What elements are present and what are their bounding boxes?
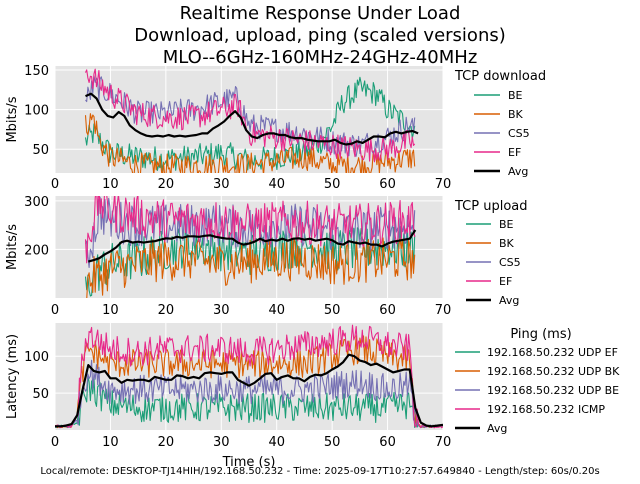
legend-label: BE (508, 89, 523, 102)
legend-label: Avg (508, 165, 528, 178)
series-line-bk (84, 113, 416, 173)
panel-1: 0 10 20 30 40 50 60 70 50 100 150 Mbits/s TCP downlo… (5, 64, 546, 192)
series-line-bk (86, 237, 416, 298)
series-line-cs5 (85, 196, 416, 268)
x-tick-label: 30 (213, 435, 230, 450)
series-line-cs5 (85, 75, 416, 157)
series-line-avg (55, 353, 443, 428)
x-tick-label: 50 (324, 177, 341, 192)
x-tick-label: 0 (51, 303, 59, 318)
y-axis-label: Latency (ms) (5, 334, 20, 419)
y-tick-label: 100 (24, 350, 49, 365)
series-line-avg (88, 229, 417, 263)
x-tick-label: 0 (51, 435, 59, 450)
y-tick-label: 300 (24, 195, 49, 210)
series-line-192-168-50-232-udp-be (55, 359, 443, 429)
series-line-be (84, 225, 416, 297)
x-tick-label: 50 (324, 435, 341, 450)
x-tick-label: 0 (51, 177, 59, 192)
legend: TCP download BE BK CS5 EF Avg (454, 69, 546, 178)
y-tick-label: 200 (24, 243, 49, 258)
x-tick-label: 20 (158, 177, 175, 192)
series-line-ef (84, 68, 416, 163)
legend-label: EF (508, 146, 521, 159)
x-tick-label: 20 (158, 435, 175, 450)
legend-label: 192.168.50.232 UDP EF (487, 346, 618, 359)
x-tick-label: 60 (379, 177, 396, 192)
legend-title: Ping (ms) (510, 327, 571, 342)
legend-label: Avg (487, 422, 507, 435)
y-axis-label: Mbits/s (5, 96, 20, 142)
legend-label: BE (499, 218, 514, 231)
x-tick-label: 40 (268, 435, 285, 450)
y-tick-label: 50 (32, 387, 49, 402)
series-line-192-168-50-232-icmp (55, 324, 443, 429)
chart-title-line3: MLO--6GHz-160MHz-24GHz-40MHz (163, 47, 478, 68)
y-tick-label: 150 (24, 64, 49, 79)
chart-title-line1: Realtime Response Under Load (180, 3, 461, 24)
x-tick-label: 10 (102, 435, 119, 450)
x-tick-label: 70 (435, 177, 452, 192)
x-tick-label: 10 (102, 177, 119, 192)
x-tick-label: 60 (379, 303, 396, 318)
legend-label: 192.168.50.232 UDP BE (487, 384, 619, 397)
x-tick-label: 10 (102, 303, 119, 318)
x-tick-label: 40 (268, 177, 285, 192)
legend-title: TCP upload (454, 199, 528, 214)
x-tick-label: 70 (435, 435, 452, 450)
legend-label: BK (499, 237, 515, 250)
legend-label: 192.168.50.232 UDP BK (487, 365, 620, 378)
x-tick-label: 50 (324, 303, 341, 318)
series-group (84, 196, 417, 298)
legend: TCP upload BE BK CS5 EF Avg (454, 199, 528, 307)
x-tick-label: 20 (158, 303, 175, 318)
legend-label: CS5 (499, 256, 521, 269)
legend-label: Avg (499, 294, 519, 307)
series-group (55, 324, 443, 429)
legend-label: 192.168.50.232 ICMP (487, 403, 605, 416)
legend-label: BK (508, 108, 524, 121)
x-tick-label: 40 (268, 303, 285, 318)
x-tick-label: 70 (435, 303, 452, 318)
series-line-avg (85, 92, 419, 146)
series-group (84, 68, 419, 173)
footer-text: Local/remote: DESKTOP-TJ14HIH/192.168.50… (40, 466, 599, 477)
legend-label: CS5 (508, 127, 530, 140)
x-tick-label: 30 (213, 177, 230, 192)
x-tick-label: 30 (213, 303, 230, 318)
series-line-ef (84, 196, 416, 264)
panel-2: 0 10 20 30 40 50 60 70 200 300 Mbits/s TCP upload BE… (5, 195, 528, 318)
legend: Ping (ms) 192.168.50.232 UDP EF 192.168.50… (455, 327, 620, 435)
legend-label: EF (499, 275, 512, 288)
y-tick-label: 50 (32, 143, 49, 158)
legend-title: TCP download (454, 69, 546, 84)
panel-3: 0 10 20 30 40 50 60 70 50 100 Latency (ms) Time (s)… (5, 323, 620, 470)
y-tick-label: 100 (24, 104, 49, 119)
chart-title-line2: Download, upload, ping (scaled versions) (134, 25, 506, 46)
x-tick-label: 60 (379, 435, 396, 450)
x-axis-label: Time (s) (222, 455, 276, 470)
y-axis-label: Mbits/s (5, 224, 20, 270)
